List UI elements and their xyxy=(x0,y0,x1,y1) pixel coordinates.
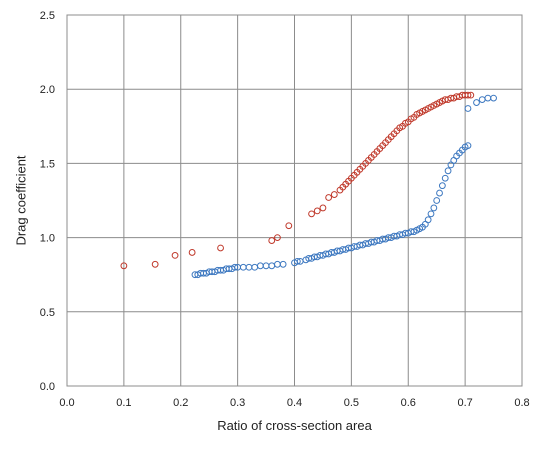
series-2-point xyxy=(441,174,449,182)
y-tick-label: 2.0 xyxy=(40,84,55,96)
series-2-point xyxy=(231,263,239,271)
series-2-point xyxy=(268,262,276,270)
series-1-point xyxy=(268,237,276,244)
series-1-point xyxy=(188,249,196,256)
y-tick-label: 0.5 xyxy=(40,307,55,319)
series-2-point xyxy=(424,216,432,224)
plot-frame xyxy=(66,14,523,387)
series-2-point xyxy=(478,96,486,103)
series-2-point xyxy=(464,142,472,149)
series-1-point xyxy=(308,210,315,218)
series-2-point xyxy=(279,260,287,268)
series-2-point xyxy=(433,197,441,204)
grid xyxy=(66,14,523,387)
series-1-point xyxy=(330,191,338,198)
x-tick-label: 0.6 xyxy=(401,397,416,409)
series-1-point xyxy=(120,262,128,270)
x-axis-ticks: 0.0 0.1 0.2 0.3 0.4 0.5 0.6 0.7 0.8 xyxy=(59,397,529,409)
series-2-point xyxy=(444,167,452,175)
x-tick-label: 0.7 xyxy=(457,397,472,409)
series-2-point xyxy=(490,94,497,102)
series-1-point xyxy=(313,207,321,215)
y-tick-label: 2.5 xyxy=(40,10,55,22)
series-1-point xyxy=(274,234,281,242)
series-1-point xyxy=(171,252,179,259)
series-2-point xyxy=(484,94,492,102)
series-1-point xyxy=(467,91,475,99)
x-tick-label: 0.8 xyxy=(514,397,529,409)
series-2-point xyxy=(427,210,435,218)
series-2-point xyxy=(251,263,259,271)
x-tick-label: 0.5 xyxy=(344,397,359,409)
series-2-point xyxy=(239,263,247,271)
series-2-point xyxy=(473,99,480,106)
series-2-point xyxy=(438,182,446,190)
series-2-point xyxy=(293,257,301,265)
y-axis-ticks: 0.0 0.5 1.0 1.5 2.0 2.5 xyxy=(40,10,55,393)
x-tick-label: 0.4 xyxy=(287,397,302,409)
series-1-point xyxy=(325,194,333,201)
series-1-point xyxy=(151,260,159,268)
y-tick-label: 0.0 xyxy=(40,381,55,393)
x-tick-label: 0.3 xyxy=(230,397,245,409)
series-2-point xyxy=(464,105,472,112)
series-2-point xyxy=(436,189,443,197)
series-2-point xyxy=(256,262,264,270)
series-2-point xyxy=(245,263,253,271)
series-2-point xyxy=(274,260,281,268)
y-tick-label: 1.5 xyxy=(40,158,55,170)
data-points xyxy=(120,91,497,279)
y-tick-label: 1.0 xyxy=(40,233,55,245)
plot-border xyxy=(66,14,523,387)
x-tick-label: 0.2 xyxy=(173,397,188,409)
series-2-point xyxy=(262,262,270,270)
y-axis-title: Drag coefficient xyxy=(13,155,28,245)
series-1-point xyxy=(319,204,327,212)
series-1-point xyxy=(217,244,224,252)
x-axis-title: Ratio of cross-section area xyxy=(217,418,372,433)
x-tick-label: 0.1 xyxy=(116,397,131,409)
series-1-point xyxy=(464,91,472,99)
x-tick-label: 0.0 xyxy=(59,397,74,409)
series-2-point xyxy=(430,204,438,212)
series-1-point xyxy=(285,222,293,230)
